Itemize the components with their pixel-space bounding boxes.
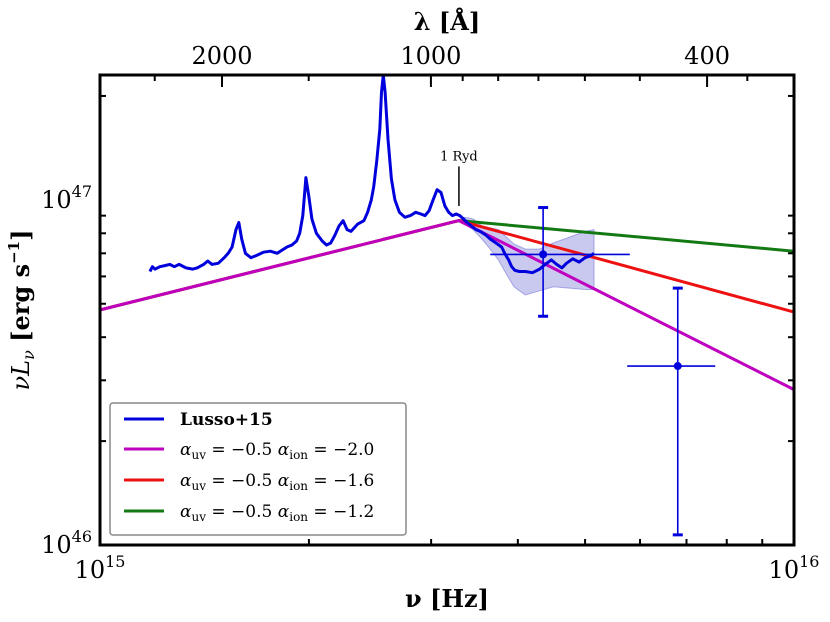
series-line-model-1 [100, 219, 794, 391]
error-point-0-marker [539, 250, 548, 259]
series-line-model-2 [100, 219, 794, 314]
top-tick-label-2000: 2000 [191, 42, 252, 70]
legend-label-lusso: Lusso+15 [180, 410, 273, 430]
error-bar-layer [490, 206, 716, 537]
ryd-annotation: 1 Ryd [440, 149, 478, 164]
legend: Lusso+15 αuv = −0.5 αion = −2.0 αuv = −0… [109, 402, 407, 536]
x-tick-label-1e16: 1016 [769, 552, 820, 584]
series-layer [100, 75, 794, 391]
error-point-1-marker [673, 362, 682, 371]
y-tick-label-1e46: 1046 [41, 527, 92, 559]
legend-label-ion-2.0: αuv = −0.5 αion = −2.0 [180, 440, 374, 462]
legend-label-ion-1.6: αuv = −0.5 αion = −1.6 [180, 471, 374, 493]
y-axis-title: νLν [erg s−1] [5, 230, 38, 391]
legend-box [109, 402, 407, 536]
top-axis-title: λ [Å] [414, 7, 481, 36]
y-tick-label-1e47: 1047 [41, 182, 92, 214]
x-axis-title: ν [Hz] [405, 584, 489, 613]
x-tick-label-1e15: 1015 [75, 552, 126, 584]
top-tick-label-400: 400 [684, 42, 730, 70]
ticks-layer [100, 75, 795, 546]
top-tick-label-1000: 1000 [400, 42, 461, 70]
plot-frame [98, 73, 796, 547]
legend-label-ion-1.2: αuv = −0.5 αion = −1.2 [180, 502, 374, 524]
series-line-lusso15 [148, 75, 595, 275]
